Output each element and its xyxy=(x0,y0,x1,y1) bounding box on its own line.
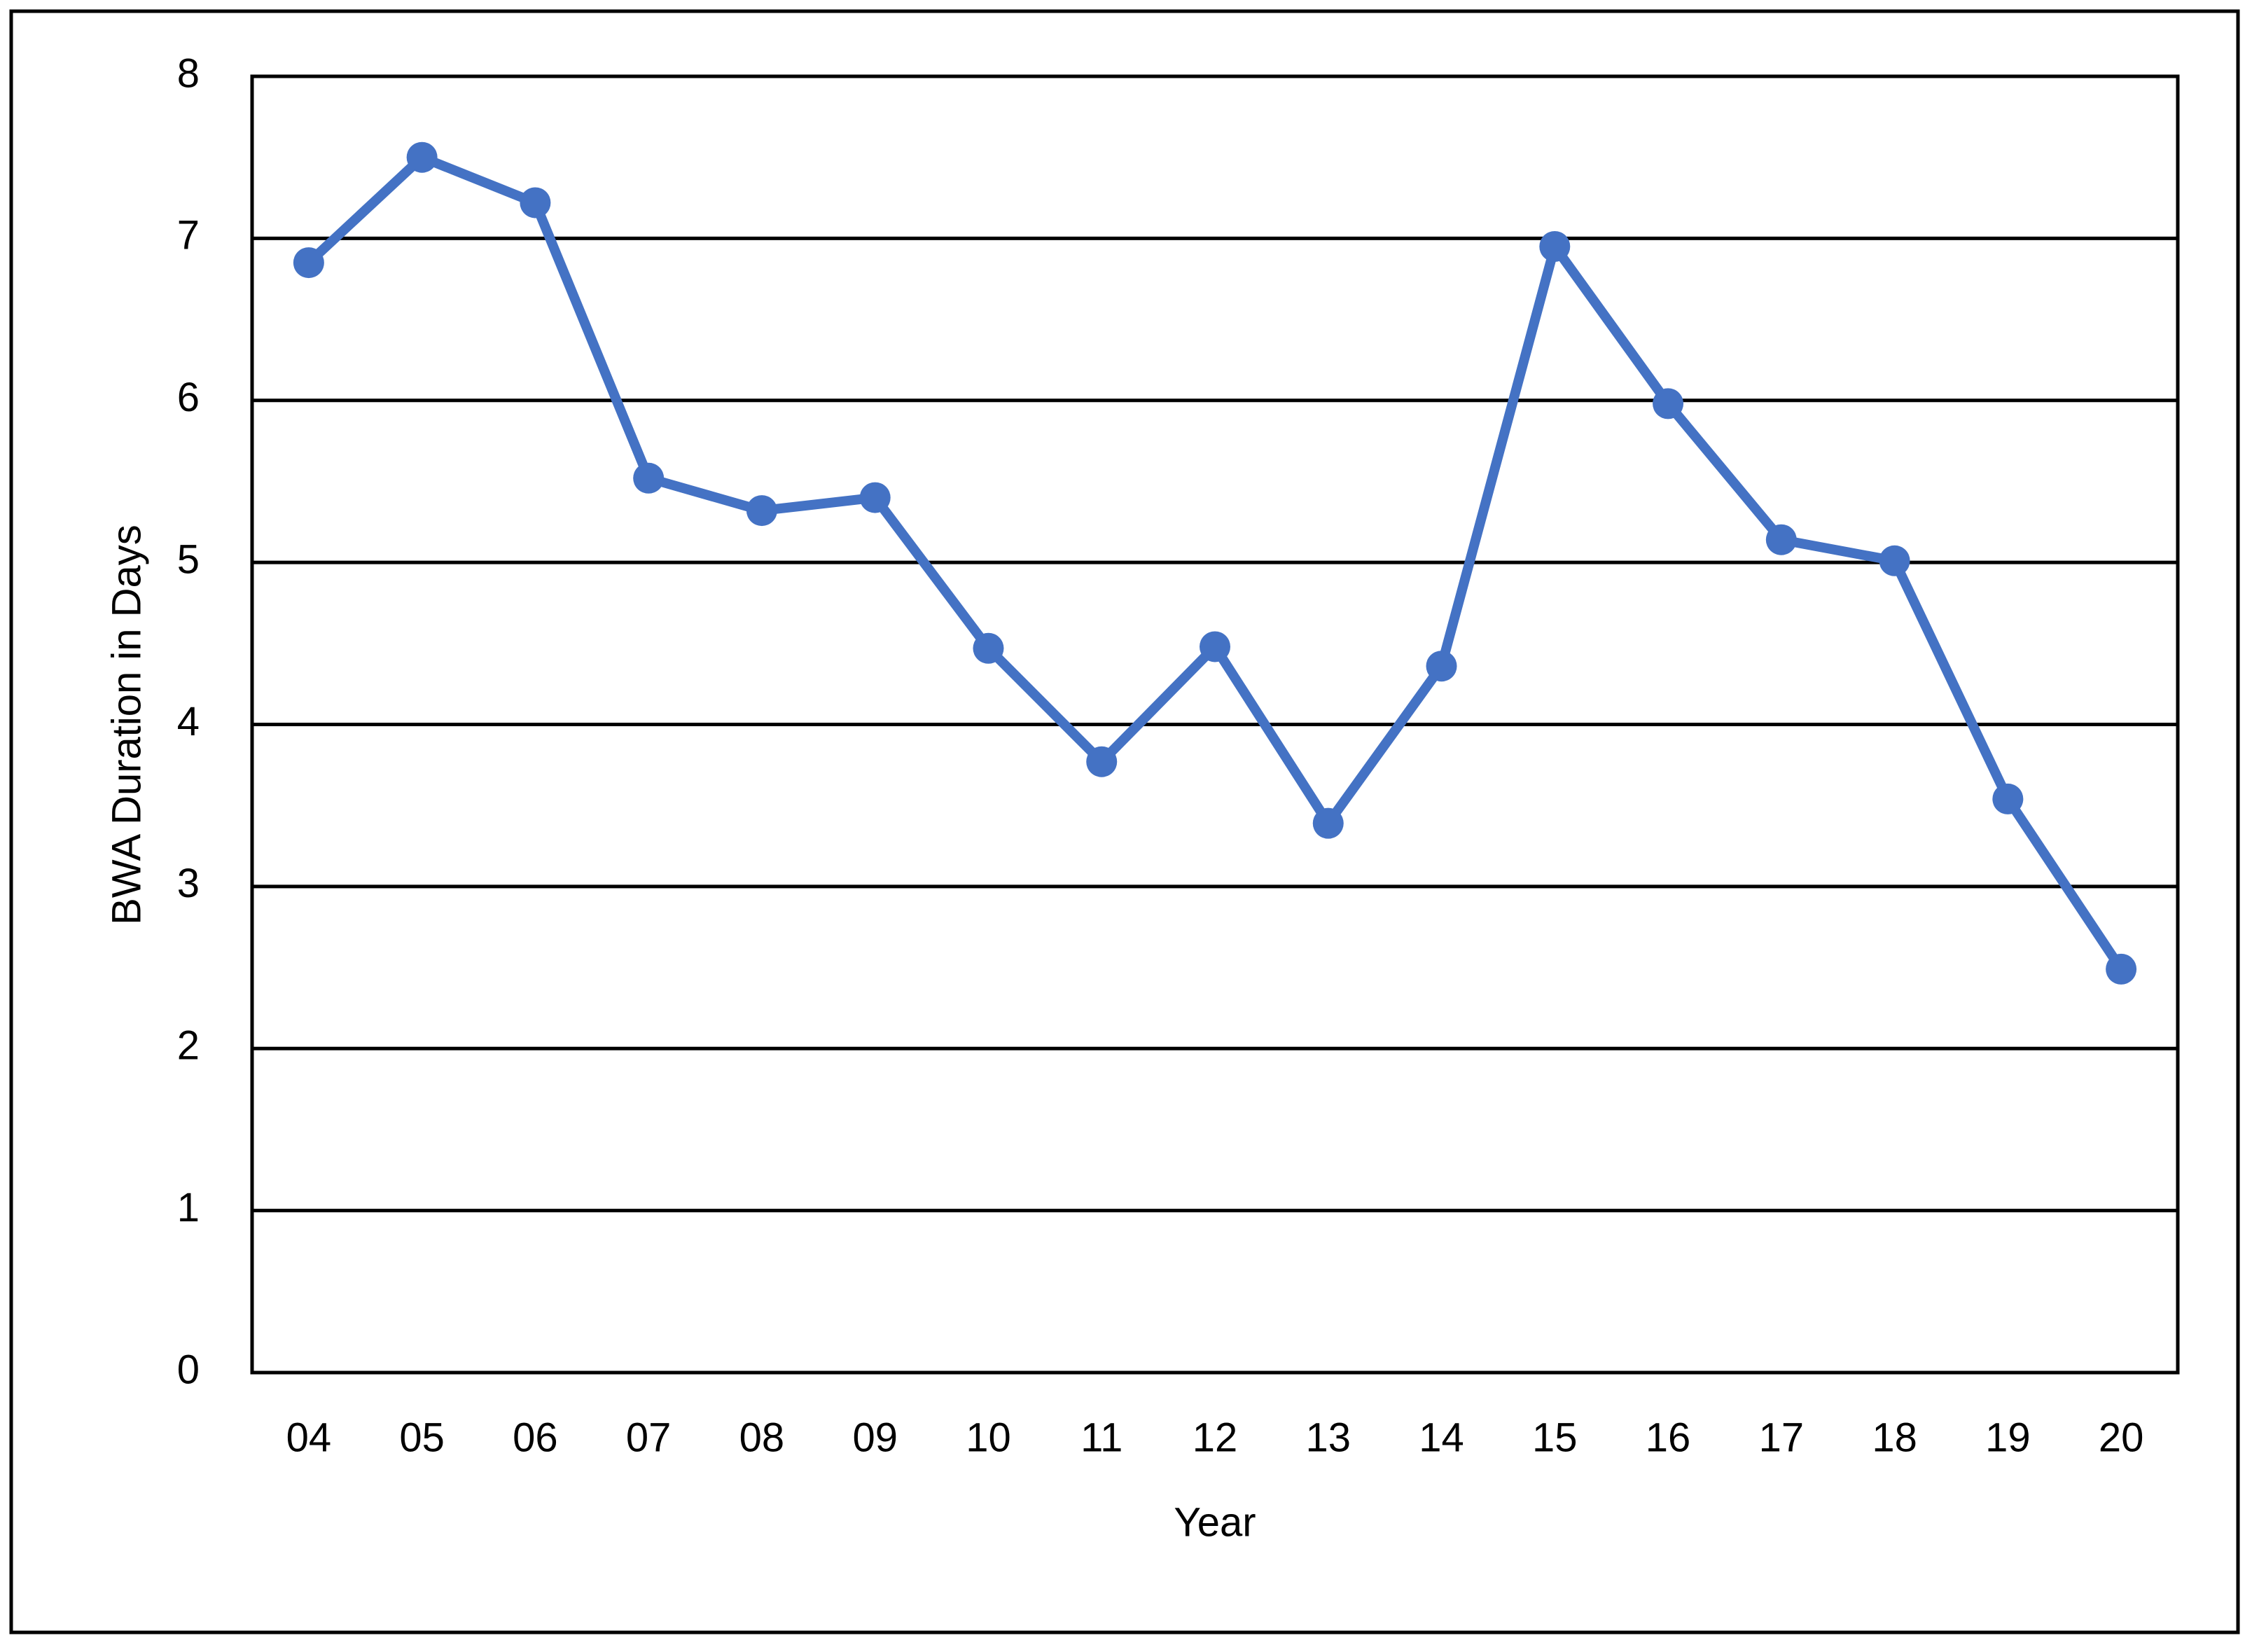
marker xyxy=(1879,545,1910,576)
marker xyxy=(293,247,324,279)
x-tick-label: 20 xyxy=(2099,1415,2144,1460)
x-tick-label: 10 xyxy=(966,1415,1011,1460)
plot-border xyxy=(250,74,2180,1375)
y-tick-label: 3 xyxy=(177,861,200,906)
x-tick-label: 15 xyxy=(1532,1415,1578,1460)
x-tick-label: 17 xyxy=(1759,1415,1805,1460)
y-axis-label: BWA Duration in Days xyxy=(104,525,149,925)
marker xyxy=(1086,746,1118,777)
x-tick-label: 06 xyxy=(513,1415,558,1460)
x-tick-label: 19 xyxy=(1985,1415,2031,1460)
y-tick-label: 7 xyxy=(177,213,200,258)
marker xyxy=(1992,783,2024,814)
marker xyxy=(746,495,777,527)
marker xyxy=(406,141,438,173)
x-tick-label: 16 xyxy=(1646,1415,1691,1460)
marker xyxy=(1200,631,1230,662)
x-tick-label: 08 xyxy=(739,1415,785,1460)
y-tick-label: 5 xyxy=(177,536,200,582)
y-tick-label: 2 xyxy=(177,1023,200,1069)
y-tick-label: 0 xyxy=(177,1347,200,1392)
y-tick-label: 8 xyxy=(177,50,200,96)
marker xyxy=(973,632,1004,664)
marker xyxy=(633,462,665,494)
x-tick-label: 13 xyxy=(1306,1415,1351,1460)
y-tick-label: 6 xyxy=(177,375,200,420)
y-tick-label: 1 xyxy=(177,1185,200,1230)
marker xyxy=(520,187,551,218)
x-tick-label: 12 xyxy=(1193,1415,1238,1460)
x-axis-label: Year xyxy=(1174,1499,1256,1545)
x-tick-label: 18 xyxy=(1872,1415,1917,1460)
x-tick-label: 04 xyxy=(286,1415,332,1460)
marker xyxy=(2106,953,2137,985)
marker xyxy=(1653,388,1684,419)
x-tick-label: 11 xyxy=(1080,1415,1122,1460)
x-tick-label: 05 xyxy=(399,1415,445,1460)
x-tick-label: 09 xyxy=(852,1415,898,1460)
marker xyxy=(1426,651,1457,682)
x-tick-label: 07 xyxy=(626,1415,672,1460)
y-tick-label: 4 xyxy=(177,699,200,744)
marker xyxy=(859,482,891,513)
marker xyxy=(1765,524,1797,555)
x-tick-label: 14 xyxy=(1419,1415,1464,1460)
marker xyxy=(1312,807,1344,839)
marker xyxy=(1539,230,1571,262)
frame xyxy=(9,9,2240,1634)
